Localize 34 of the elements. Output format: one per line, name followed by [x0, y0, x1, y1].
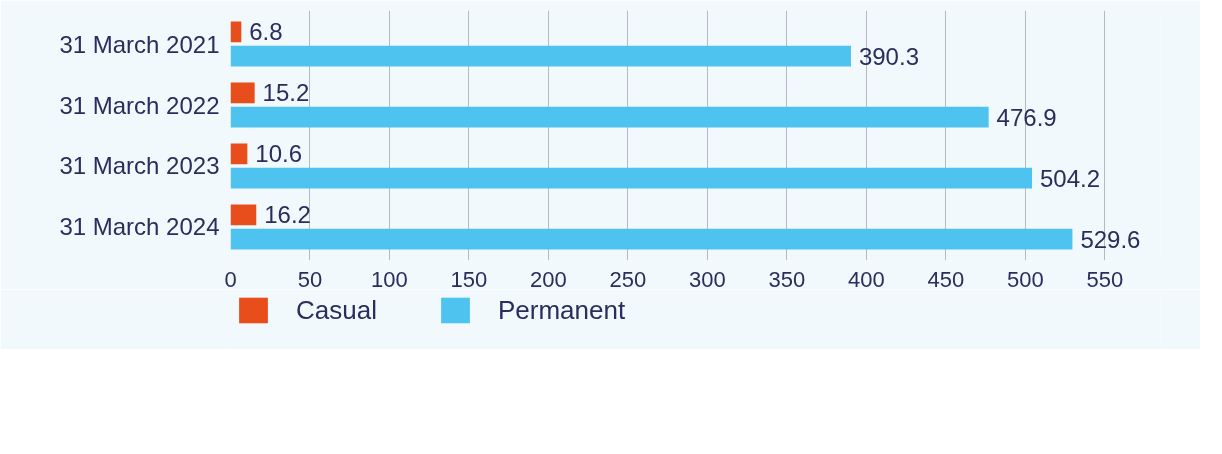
- bar: [230, 21, 242, 43]
- data-label: 529.6: [1080, 225, 1141, 253]
- legend-label: Casual: [296, 294, 377, 326]
- data-label: 504.2: [1040, 164, 1101, 192]
- x-tick-label: 100: [371, 266, 408, 292]
- bar: [230, 106, 989, 128]
- data-label: 10.6: [255, 140, 303, 168]
- x-tick-label: 450: [927, 266, 965, 292]
- x-tick-label: 250: [609, 266, 647, 292]
- x-tick-label: 0: [224, 266, 237, 292]
- y-tick-label: 31 March 2023: [59, 152, 220, 180]
- x-tick-label: 150: [450, 266, 488, 292]
- bar: [230, 228, 1073, 250]
- bar: [230, 82, 255, 104]
- x-tick-label: 300: [689, 266, 726, 292]
- x-tick-label: 500: [1007, 266, 1044, 292]
- bar: [230, 167, 1033, 189]
- bar: [230, 204, 257, 226]
- data-label: 15.2: [262, 79, 310, 107]
- x-tick-label: 550: [1086, 266, 1124, 292]
- x-tick-label: 50: [297, 266, 323, 292]
- y-tick-label: 31 March 2021: [59, 30, 220, 58]
- legend-label: Permanent: [497, 294, 626, 326]
- y-tick-label: 31 March 2024: [59, 213, 220, 241]
- x-tick-label: 200: [530, 266, 567, 292]
- y-tick-label: 31 March 2022: [59, 91, 220, 119]
- data-label: 6.8: [249, 18, 283, 46]
- bar: [230, 143, 248, 165]
- x-tick-label: 400: [848, 266, 885, 292]
- bar: [230, 45, 851, 67]
- data-label: 16.2: [264, 201, 311, 229]
- data-label: 476.9: [996, 103, 1057, 131]
- x-tick-label: 350: [768, 266, 806, 292]
- data-label: 390.3: [858, 42, 919, 70]
